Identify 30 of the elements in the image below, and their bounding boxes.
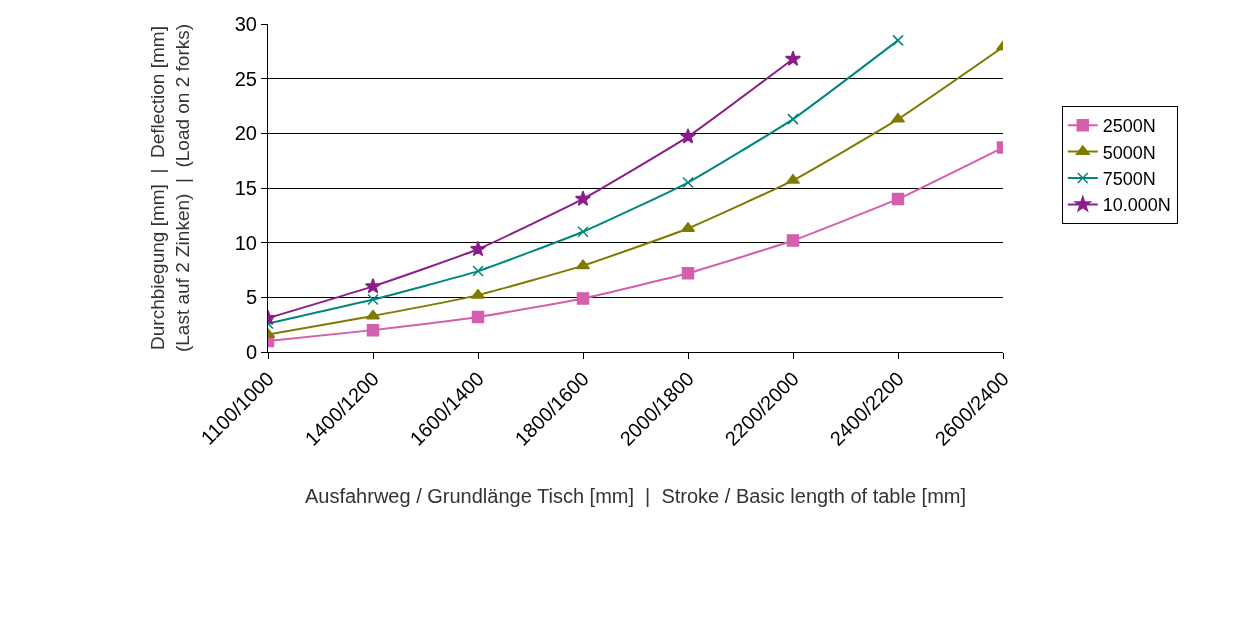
y-tick-label: 25 xyxy=(234,67,257,90)
point xyxy=(366,323,380,337)
legend-label: 2500N xyxy=(1102,116,1156,137)
point xyxy=(681,267,695,280)
y-tick-label: 20 xyxy=(234,122,257,145)
point xyxy=(574,190,592,206)
point xyxy=(786,234,800,247)
x-axis-title: Ausfahrweg / Grundlänge Tisch [mm] | Stroke / Basic length of table [mm] xyxy=(304,485,967,508)
legend-label: 7500N xyxy=(1102,169,1156,190)
point xyxy=(679,128,697,144)
y-tick-label: 0 xyxy=(245,341,257,363)
y-axis-title: Durchbiegung [mm] | Deflection [mm] (Last auf 2 Zinken) | (Load on 2 forks) xyxy=(146,23,193,353)
legend-label: 10.000N xyxy=(1102,195,1171,216)
y-tick-label: 5 xyxy=(245,286,257,309)
point xyxy=(471,310,485,324)
point xyxy=(892,34,904,47)
legend-label: 5000N xyxy=(1102,142,1156,163)
point xyxy=(576,292,590,305)
point xyxy=(682,176,694,189)
point xyxy=(784,50,802,66)
point xyxy=(364,277,382,294)
y-tick-label: 30 xyxy=(234,13,257,35)
point xyxy=(469,240,487,257)
point xyxy=(472,265,484,277)
y-tick-label: 10 xyxy=(234,231,257,254)
point xyxy=(891,192,905,206)
point xyxy=(367,293,379,306)
point xyxy=(577,225,589,238)
y-tick-label: 15 xyxy=(234,177,257,199)
point xyxy=(787,113,799,125)
